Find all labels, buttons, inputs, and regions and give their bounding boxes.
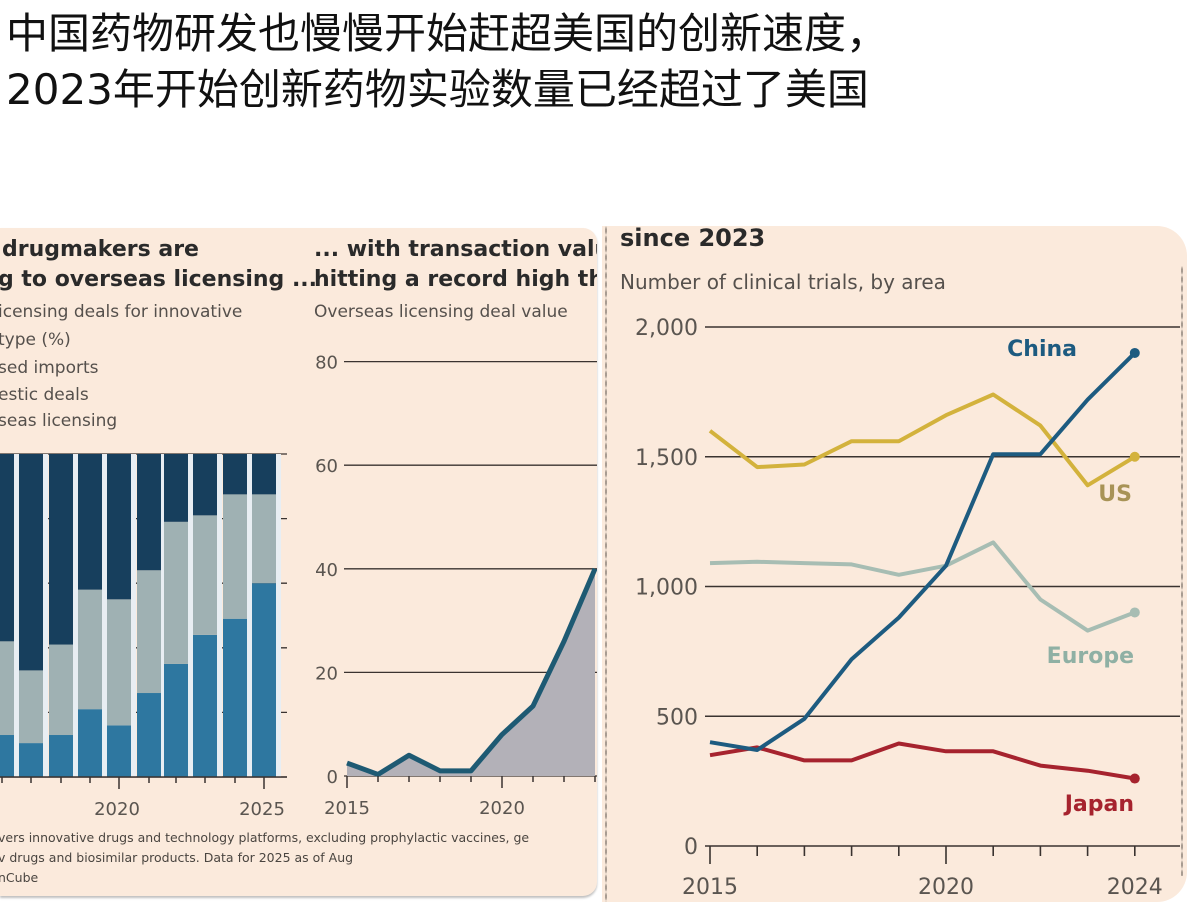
- series-label-europe: Europe: [1047, 644, 1134, 669]
- bar-segment-licensed-imports-2025: [252, 454, 276, 495]
- area-title-line-2: hitting a record high th: [314, 267, 597, 292]
- deal-value-area-chart: 0 20 40 60 80 2015 2020: [315, 353, 597, 819]
- bar-segment-licensed-imports-2016: [0, 454, 14, 642]
- source-note: nCube: [0, 870, 39, 885]
- left-chart-canvas: drugmakers are g to overseas licensing .…: [0, 237, 597, 885]
- line-us: [708, 392, 1136, 488]
- bar-separator: [161, 454, 166, 777]
- bars-subtitle-line-2: type (%): [0, 330, 71, 350]
- trials-title: since 2023: [620, 226, 765, 252]
- area-y-label-80: 80: [315, 353, 338, 374]
- trials-x-label-2020: 2020: [918, 875, 974, 900]
- perforated-edge-right: [1181, 266, 1183, 876]
- trials-y-label-0: 0: [684, 835, 698, 860]
- bar-separator: [102, 454, 107, 777]
- bar-segment-domestic-deals-2023: [193, 515, 217, 635]
- area-y-label-0: 0: [327, 767, 338, 788]
- trials-lines: 0 500 1,000 1,500 2,000 2015 2020 2024 China US Eu…: [635, 316, 1180, 900]
- line-japan: [709, 741, 1136, 781]
- bars-subtitle-line-1: icensing deals for innovative: [0, 302, 242, 322]
- trials-subtitle: Number of clinical trials, by area: [620, 270, 946, 294]
- area-y-label-20: 20: [315, 663, 338, 684]
- bar-segment-domestic-deals-2017: [19, 670, 43, 744]
- bar-segment-licensed-imports-2018: [49, 454, 73, 645]
- bar-segment-licensed-imports-2021: [137, 454, 161, 571]
- series-label-japan: Japan: [1063, 792, 1134, 817]
- trials-x-label-2015: 2015: [682, 875, 738, 900]
- bar-segment-licensed-imports-2017: [19, 454, 43, 671]
- bar-separator: [131, 454, 136, 777]
- bar-segment-overseas-licensing-2018: [49, 735, 73, 777]
- area-subtitle: Overseas licensing deal value: [314, 302, 568, 322]
- trials-y-label-500: 500: [656, 705, 698, 730]
- bar-segment-overseas-licensing-2024: [223, 618, 247, 777]
- perforated-edge-left: [605, 226, 607, 902]
- trials-x-label-2024: 2024: [1107, 875, 1163, 900]
- bar-segment-licensed-imports-2023: [193, 454, 217, 516]
- area-y-label-40: 40: [315, 560, 338, 581]
- area-title-line-1: ... with transaction valu: [314, 237, 597, 262]
- bar-segment-domestic-deals-2024: [223, 494, 247, 619]
- bar-segment-licensed-imports-2020: [107, 454, 131, 600]
- bar-x-label-2025: 2025: [239, 799, 285, 820]
- point-japan-2024: [1129, 773, 1140, 784]
- bar-segment-licensed-imports-2024: [223, 454, 247, 495]
- bar-segment-overseas-licensing-2022: [164, 663, 188, 777]
- series-label-china: China: [1007, 337, 1077, 362]
- bar-segment-domestic-deals-2018: [49, 644, 73, 736]
- bar-segment-overseas-licensing-2019: [78, 709, 102, 777]
- area-y-label-60: 60: [315, 456, 338, 477]
- bar-separator: [247, 454, 252, 777]
- bar-segment-overseas-licensing-2021: [137, 693, 161, 777]
- point-us-2024: [1129, 451, 1140, 462]
- bar-segment-domestic-deals-2025: [252, 494, 276, 584]
- legend-licensed-imports: sed imports: [0, 358, 99, 378]
- bar-segment-licensed-imports-2019: [78, 454, 102, 590]
- left-chart-image: drugmakers are g to overseas licensing .…: [0, 228, 597, 896]
- bar-separator: [43, 454, 48, 777]
- trials-y-label-2000: 2,000: [635, 316, 698, 341]
- bar-segment-overseas-licensing-2017: [19, 743, 43, 777]
- trials-y-label-1000: 1,000: [635, 576, 698, 601]
- area-x-label-2015: 2015: [324, 798, 370, 819]
- footnote-line-1: vers innovative drugs and technology pla…: [0, 830, 529, 845]
- line-china: [709, 351, 1137, 752]
- bar-separator: [14, 454, 19, 777]
- bar-segment-overseas-licensing-2016: [0, 735, 14, 777]
- bars-title-line-1: drugmakers are: [2, 237, 199, 262]
- clinical-trials-chart: since 2023 Number of clinical trials, by…: [620, 226, 1180, 900]
- bar-separator: [188, 454, 193, 777]
- bar-x-label-2020: 2020: [94, 799, 140, 820]
- bar-segment-licensed-imports-2022: [164, 454, 188, 522]
- bar-segment-overseas-licensing-2020: [107, 725, 131, 777]
- footnote-line-2: v drugs and biosimilar products. Data fo…: [0, 850, 353, 865]
- line-europe: [709, 540, 1136, 633]
- area-x-label-2020: 2020: [479, 798, 525, 819]
- headline: 中国药物研发也慢慢开始赶超美国的创新速度， 2023年开始创新药物实验数量已经超…: [6, 6, 888, 118]
- legend-overseas-licensing: seas licensing: [0, 411, 117, 431]
- point-china-2024: [1129, 347, 1140, 358]
- bar-segment-domestic-deals-2016: [0, 641, 14, 736]
- headline-line-1: 中国药物研发也慢慢开始赶超美国的创新速度，: [6, 9, 889, 58]
- series-label-us: US: [1098, 482, 1132, 507]
- bar-separator: [217, 454, 222, 777]
- bar-segment-domestic-deals-2019: [78, 589, 102, 710]
- right-chart-image: since 2023 Number of clinical trials, by…: [602, 226, 1187, 902]
- legend-domestic-deals: estic deals: [0, 385, 89, 405]
- bars-title-line-2: g to overseas licensing ...: [0, 267, 317, 292]
- bar-segment-overseas-licensing-2023: [193, 634, 217, 777]
- stacked-bar-chart: 2020 2025: [0, 453, 287, 820]
- headline-line-2: 2023年开始创新药物实验数量已经超过了美国: [6, 65, 869, 114]
- bar-segment-domestic-deals-2020: [107, 599, 131, 726]
- bar-separator: [73, 454, 78, 777]
- trials-y-label-1500: 1,500: [635, 446, 698, 471]
- bar-segment-overseas-licensing-2025: [252, 583, 276, 777]
- deal-value-area: [347, 568, 595, 776]
- bar-segment-domestic-deals-2022: [164, 521, 188, 664]
- bar-segment-domestic-deals-2021: [137, 570, 161, 694]
- point-europe-2024: [1129, 607, 1140, 618]
- bar-separator: [276, 454, 281, 777]
